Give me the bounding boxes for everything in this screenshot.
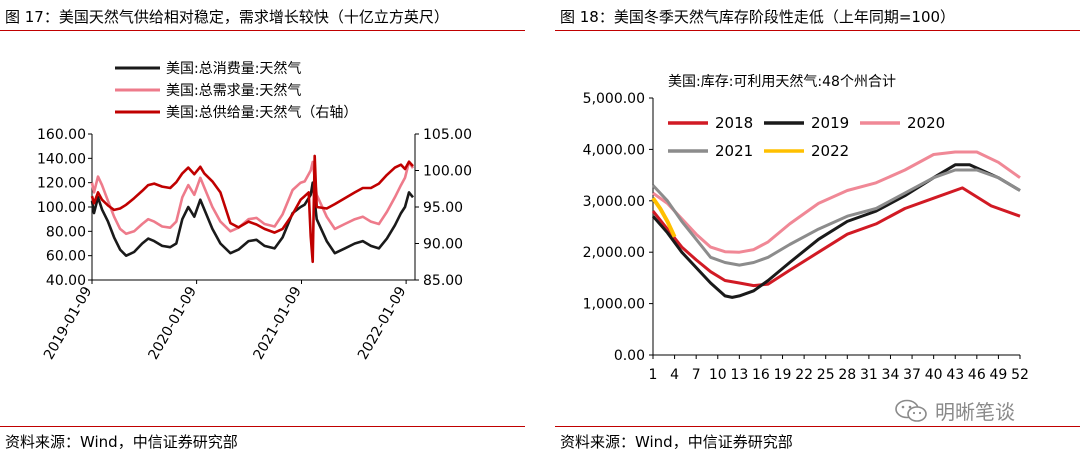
y-tick-label: 2,000.00 [583,245,645,261]
gas-supply-demand-chart: 40.00 60.00 80.00 100.00 120.00 140.00 160.00 8… [37,60,472,362]
y-tick-label: 1,000.00 [583,297,645,313]
figure-18-source: 资料来源：Wind，中信证券研究部 [560,433,793,451]
x-tick-label: 37 [903,367,921,383]
series-line-2020 [652,150,1021,254]
chart-title: 美国:库存:可利用天然气:48个州合计 [668,73,896,90]
watermark-text: 明晰笔谈 [935,400,1015,424]
title-rule [0,30,525,31]
series-line-2019 [651,163,1021,299]
x-tick-label: 25 [817,367,835,383]
x-tick-label: 19 [774,367,792,383]
y-tick-label: 4,000.00 [583,142,645,158]
y-right-tick-label: 105.00 [423,127,472,143]
x-tick-label: 34 [882,367,900,383]
x-tick-label: 31 [860,367,878,383]
title-rule [555,30,1080,31]
figure-17-source: 资料来源：Wind，中信证券研究部 [5,433,238,451]
legend-label-2018: 2018 [715,114,753,132]
x-tick-label: 22 [795,367,813,383]
legend-label-2019: 2019 [811,114,849,132]
y-right-tick-label: 85.00 [423,273,463,289]
y-right-tick-label: 100.00 [423,164,472,180]
y-left-tick-label: 140.00 [37,151,86,167]
x-tick-label: 7 [692,367,701,383]
watermark: 明晰笔谈 [895,396,1015,425]
series-line-2018 [651,186,1021,288]
x-tick-label: 52 [1011,367,1029,383]
y-tick-label: 5,000.00 [583,91,645,107]
left-figure-panel: 图 17：美国天然气供给相对稳定，需求增长较快（十亿立方英尺） 40.00 60.… [0,0,525,456]
x-tick-label: 28 [838,367,856,383]
y-left-tick-label: 40.00 [46,273,86,289]
legend-label-3: 美国:总供给量:天然气（右轴） [166,104,357,121]
series-line-2021 [651,168,1021,267]
y-tick-label: 3,000.00 [583,194,645,210]
x-tick-label: 2019-01-09 [41,284,96,362]
series-line-3 [90,154,414,264]
y-right-tick-label: 95.00 [423,200,463,216]
y-left-tick-label: 80.00 [46,224,86,240]
x-tick-label: 16 [752,367,770,383]
legend-label-2022: 2022 [811,142,849,160]
legend-label-1: 美国:总消费量:天然气 [166,60,301,77]
y-left-tick-label: 100.00 [37,200,86,216]
figure-18-title: 图 18：美国冬季天然气库存阶段性走低（上年同期=100） [560,8,956,26]
y-left-tick-label: 120.00 [37,176,86,192]
legend-label-2: 美国:总需求量:天然气 [166,82,301,99]
source-rule [0,426,525,427]
x-tick-label: 40 [925,367,943,383]
y-right-tick-label: 90.00 [423,237,463,253]
source-rule [555,426,1080,427]
x-tick-label: 4 [670,367,679,383]
y-left-tick-label: 60.00 [46,249,86,265]
x-tick-label: 2020-01-09 [146,284,201,362]
x-tick-label: 2021-01-09 [250,284,305,362]
wechat-icon [895,399,929,423]
y-tick-label: 0.00 [614,348,645,364]
x-tick-label: 1 [649,367,658,383]
right-figure-panel: 图 18：美国冬季天然气库存阶段性走低（上年同期=100） 美国:库存:可利用天… [555,0,1080,456]
x-tick-label: 2022-01-09 [355,284,410,362]
figure-17-title: 图 17：美国天然气供给相对稳定，需求增长较快（十亿立方英尺） [5,8,449,26]
x-tick-label: 10 [709,367,727,383]
legend-label-2020: 2020 [907,114,945,132]
series-line-1 [90,181,415,257]
x-tick-label: 43 [946,367,964,383]
x-tick-label: 46 [968,367,986,383]
gas-storage-chart: 美国:库存:可利用天然气:48个州合计 0.00 1,000.00 2,000.00 3… [583,73,1029,383]
x-tick-label: 13 [730,367,748,383]
y-left-tick-label: 160.00 [37,127,86,143]
legend-label-2021: 2021 [715,142,753,160]
series-line-2022 [651,197,677,238]
x-tick-label: 49 [989,367,1007,383]
